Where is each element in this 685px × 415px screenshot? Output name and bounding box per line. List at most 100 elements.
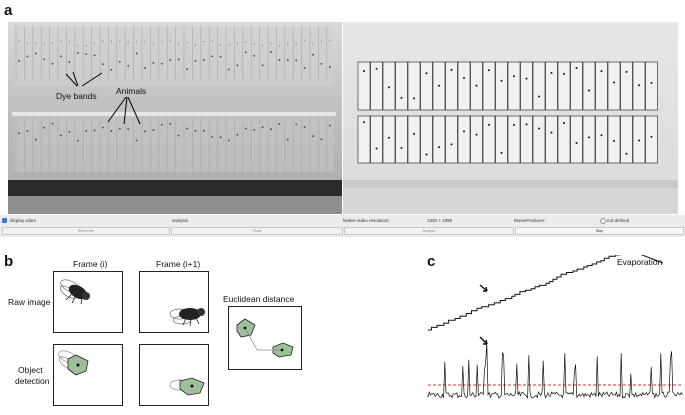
animal-dot — [270, 128, 272, 131]
animal-dot — [93, 54, 96, 57]
animal-dot — [202, 59, 205, 62]
animal-dot — [312, 135, 314, 138]
animal-dot — [118, 127, 121, 130]
animal-dot — [169, 59, 172, 62]
tube-roi-box — [557, 61, 571, 111]
animal-dot — [550, 71, 553, 74]
tube-box-array — [357, 61, 658, 164]
tube-roi-box — [495, 115, 508, 164]
animal-dot — [625, 152, 628, 155]
tube-roi-box — [445, 115, 458, 164]
tube-roi-box — [395, 115, 408, 164]
animal-dot — [253, 54, 256, 57]
animal-dot — [76, 139, 79, 142]
animal-dot — [388, 86, 390, 89]
animal-dot — [160, 62, 163, 65]
animal-dot — [127, 65, 130, 67]
resolution-value: 1920 × 1080 — [427, 218, 453, 223]
animal-dot — [102, 63, 104, 65]
animal-dot — [588, 89, 590, 92]
animal-dot — [51, 62, 54, 65]
animal-dot — [76, 52, 79, 54]
raw-frame-i — [53, 271, 123, 333]
evaporation-trace — [428, 255, 664, 331]
animal-dot — [253, 128, 256, 131]
tube-roi-box — [357, 115, 371, 164]
animal-dot — [438, 146, 440, 149]
animal-dot — [43, 126, 46, 129]
animal-dot — [152, 129, 155, 131]
animal-dot — [295, 123, 298, 126]
animal-dot — [261, 64, 264, 67]
tube-roi-box — [370, 115, 383, 164]
tube-roi-box — [482, 115, 496, 164]
animal-dot — [118, 60, 121, 63]
tube-roi-box — [620, 61, 633, 111]
panel-letter-c: c — [427, 253, 436, 270]
animal-dot — [363, 69, 365, 72]
panel-letter-a: a — [4, 2, 13, 19]
tube-roi-box — [520, 115, 533, 164]
tube-roi-box — [545, 61, 558, 111]
animal-dot — [177, 134, 180, 137]
animal-dot — [613, 81, 615, 84]
raw-frame-i1 — [139, 271, 209, 333]
tube-roi-box — [482, 61, 496, 111]
fly-detection-icon — [58, 350, 89, 376]
animal-dot — [18, 59, 20, 62]
tube-roi-box — [557, 115, 571, 164]
dye-bands-label: Dye bands — [56, 91, 97, 101]
animal-dot — [538, 95, 540, 98]
animal-dot — [135, 52, 138, 55]
animal-dot — [102, 126, 104, 129]
tube-roi-box — [420, 115, 433, 164]
animal-dot — [575, 142, 578, 145]
tube-roi-box — [645, 61, 658, 111]
animal-dot — [600, 134, 603, 137]
dye-band-arrows — [65, 71, 103, 87]
animal-dot — [127, 128, 130, 130]
stop-button[interactable]: Stop — [515, 227, 684, 235]
tube-roi-box — [595, 115, 608, 164]
row-label-raw-image: Raw image — [8, 297, 51, 307]
tube-roi-box — [620, 115, 633, 164]
animal-dot — [202, 129, 205, 132]
animal-dot — [261, 126, 264, 129]
fly-raw-icon — [169, 308, 205, 327]
analyze-button[interactable]: Analyze — [344, 227, 514, 235]
column-header-frame-i1: Frame (i+1) — [156, 259, 201, 269]
animal-dot — [26, 55, 29, 58]
display-video-checkbox[interactable] — [2, 218, 7, 223]
animal-dot — [538, 127, 540, 130]
tube-roi-box — [407, 61, 421, 111]
animal-dot — [413, 97, 415, 100]
animal-dot — [513, 123, 515, 126]
animal-dot — [295, 59, 298, 62]
event-arrow-lower — [479, 336, 488, 345]
tube-roi-box — [595, 61, 608, 111]
tube-roi-box — [582, 115, 596, 164]
animal-dot — [650, 81, 653, 84]
tube-roi-box — [607, 115, 621, 164]
show-button[interactable]: Show — [171, 227, 343, 235]
animal-dot — [463, 130, 465, 133]
animal-dot — [525, 77, 528, 80]
animal-dot — [228, 68, 230, 71]
animal-dot — [194, 129, 197, 132]
animal-dot — [600, 70, 603, 73]
animal-dot — [328, 66, 331, 68]
euclidean-distance-label: Euclidean distance — [223, 294, 295, 304]
animal-dot — [525, 123, 528, 126]
animal-dot — [563, 72, 565, 75]
animal-dot — [270, 51, 272, 54]
reference-button[interactable]: Reference — [2, 227, 170, 235]
status-radio[interactable] — [600, 218, 606, 224]
animal-dot — [588, 136, 590, 139]
animal-dot — [34, 52, 37, 55]
animal-dot — [211, 55, 214, 58]
animal-dot — [219, 136, 222, 139]
column-header-frame-i: Frame (i) — [73, 259, 108, 269]
animal-dot — [228, 139, 230, 142]
display-video-label: display video — [10, 218, 37, 223]
animal-dot — [500, 79, 503, 82]
